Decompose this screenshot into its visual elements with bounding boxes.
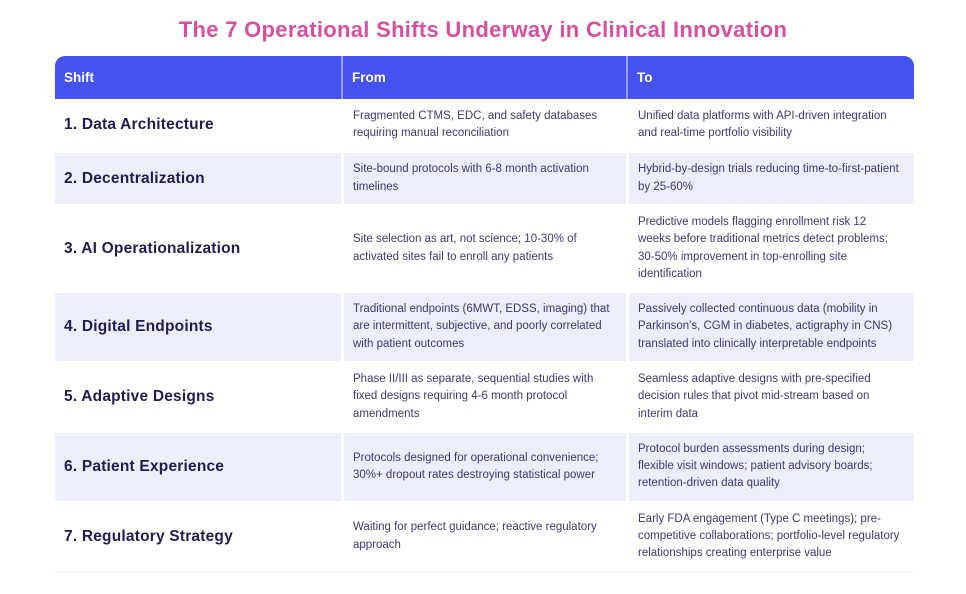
table-row: 6. Patient Experience Protocols designed…: [55, 430, 914, 501]
from-cell: Protocols designed for operational conve…: [341, 432, 626, 501]
table-header: Shift From To: [55, 56, 914, 99]
shift-cell: 7. Regulatory Strategy: [55, 502, 341, 571]
shifts-table: Shift From To 1. Data Architecture Fragm…: [55, 56, 914, 572]
to-cell: Protocol burden assessments during desig…: [626, 432, 914, 501]
to-cell: Hybrid-by-design trials reducing time-to…: [626, 153, 914, 204]
table-row: 7. Regulatory Strategy Waiting for perfe…: [55, 500, 914, 571]
from-cell: Site-bound protocols with 6-8 month acti…: [341, 153, 626, 204]
header-cell-to: To: [626, 56, 914, 99]
shift-cell: 5. Adaptive Designs: [55, 363, 341, 431]
table-row: 5. Adaptive Designs Phase II/III as sepa…: [55, 361, 914, 431]
shift-cell: 3. AI Operationalization: [55, 206, 341, 291]
shift-cell: 2. Decentralization: [55, 153, 341, 204]
from-cell: Traditional endpoints (6MWT, EDSS, imagi…: [341, 293, 626, 361]
table-row: 4. Digital Endpoints Traditional endpoin…: [55, 291, 914, 361]
to-cell: Seamless adaptive designs with pre-speci…: [626, 363, 914, 431]
page-title: The 7 Operational Shifts Underway in Cli…: [178, 17, 788, 42]
to-cell: Passively collected continuous data (mob…: [626, 293, 914, 361]
table-row: 2. Decentralization Site-bound protocols…: [55, 151, 914, 204]
to-cell: Predictive models flagging enrollment ri…: [626, 206, 914, 291]
header-cell-from: From: [341, 56, 626, 99]
from-cell: Site selection as art, not science; 10-3…: [341, 206, 626, 291]
shift-cell: 6. Patient Experience: [55, 432, 341, 501]
to-cell: Early FDA engagement (Type C meetings); …: [626, 502, 914, 571]
shift-cell: 1. Data Architecture: [55, 99, 341, 151]
header-cell-shift: Shift: [64, 70, 94, 85]
from-cell: Fragmented CTMS, EDC, and safety databas…: [341, 99, 626, 151]
shift-cell: 4. Digital Endpoints: [55, 293, 341, 361]
from-cell: Waiting for perfect guidance; reactive r…: [341, 502, 626, 571]
table-row: 1. Data Architecture Fragmented CTMS, ED…: [55, 99, 914, 151]
table-body: 1. Data Architecture Fragmented CTMS, ED…: [55, 99, 914, 572]
from-cell: Phase II/III as separate, sequential stu…: [341, 363, 626, 431]
table-row: 3. AI Operationalization Site selection …: [55, 204, 914, 291]
to-cell: Unified data platforms with API-driven i…: [626, 99, 914, 151]
